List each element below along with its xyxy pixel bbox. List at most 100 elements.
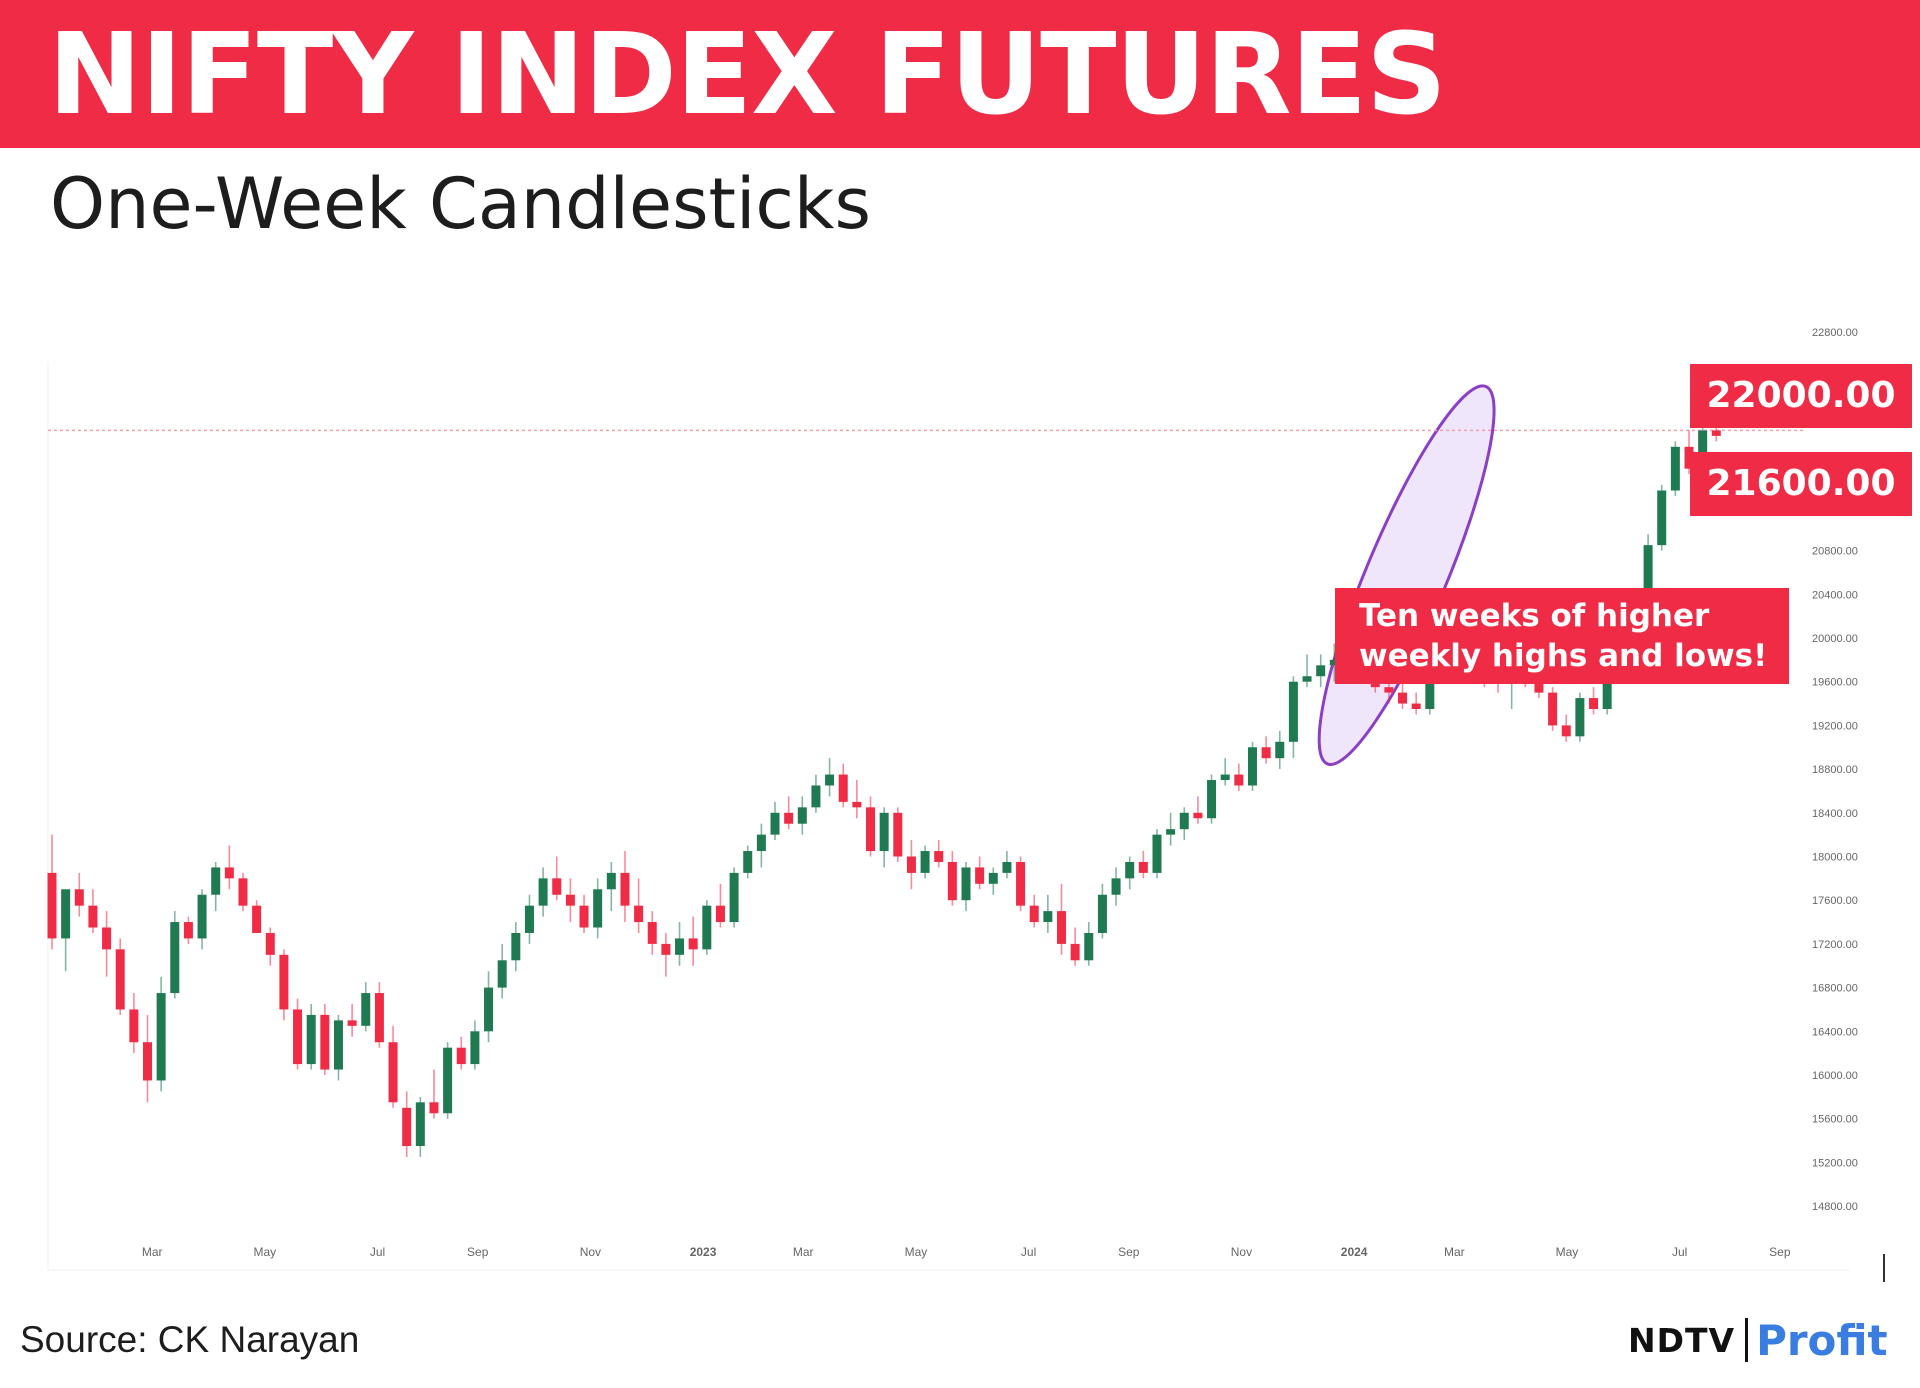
candle-body-bullish (961, 867, 971, 901)
candle-11 (197, 889, 207, 950)
candle-4 (102, 911, 112, 977)
candle-body-bearish (893, 812, 903, 857)
candle-body-bullish (197, 894, 207, 939)
y-tick-label: 14800.00 (1812, 1201, 1858, 1213)
candle-21 (333, 1014, 343, 1081)
candle-body-bearish (1398, 692, 1408, 704)
candle-1 (61, 889, 71, 972)
candle-body-bullish (593, 889, 603, 928)
x-tick-label: Nov (1231, 1245, 1252, 1259)
candle-body-bullish (1575, 698, 1585, 737)
candle-90 (1275, 730, 1285, 770)
candle-77 (1097, 883, 1107, 939)
candle-body-bearish (620, 872, 630, 906)
candle-80 (1138, 851, 1148, 879)
candle-50 (729, 867, 739, 928)
candle-body-bearish (102, 927, 112, 950)
y-tick-label: 16400.00 (1812, 1026, 1858, 1038)
candle-body-bearish (647, 922, 657, 944)
candle-62 (893, 807, 903, 862)
candle-body-bullish (1097, 894, 1107, 933)
candle-body-bullish (606, 872, 616, 890)
candle-59 (852, 780, 862, 819)
candle-81 (1152, 829, 1162, 879)
candle-body-bearish (565, 894, 575, 906)
candle-body-bearish (429, 1102, 439, 1114)
candle-body-bearish (1384, 687, 1394, 693)
candle-body-bearish (784, 812, 794, 824)
x-tick-label: Jul (370, 1245, 385, 1259)
candle-74 (1056, 883, 1066, 955)
x-tick-label: Mar (142, 1245, 163, 1259)
candle-110 (1548, 687, 1558, 731)
x-tick-label: Jul (1672, 1245, 1687, 1259)
candle-13 (224, 845, 234, 890)
candle-body-bearish (1561, 725, 1571, 737)
candle-body-bearish (293, 1009, 303, 1065)
x-tick-label: May (905, 1245, 928, 1259)
logo-divider (1745, 1318, 1749, 1362)
candle-body-bullish (1043, 911, 1053, 923)
candle-body-bearish (388, 1042, 398, 1103)
candle-body-bearish (688, 938, 698, 950)
y-tick-label: 20800.00 (1812, 546, 1858, 558)
candle-45 (661, 932, 671, 977)
x-tick-label: Mar (1444, 1245, 1465, 1259)
candle-body-bearish (634, 905, 644, 923)
candle-body-bullish (920, 851, 930, 873)
candle-7 (142, 1014, 152, 1103)
price-label-22000: 22000.00 (1690, 364, 1912, 428)
candle-51 (743, 845, 753, 879)
candle-body-bearish (265, 932, 275, 955)
candle-body-bullish (170, 922, 180, 994)
candle-16 (265, 927, 275, 966)
candle-body-bullish (1207, 780, 1217, 819)
candle-body-bearish (347, 1020, 357, 1026)
candle-body-bearish (934, 851, 944, 862)
candle-46 (675, 922, 685, 966)
candle-body-bearish (1411, 703, 1421, 710)
candle-body-bullish (1329, 659, 1339, 666)
candle-118 (1657, 485, 1667, 551)
candle-78 (1111, 867, 1121, 906)
candle-68 (975, 856, 985, 890)
candle-63 (906, 840, 916, 890)
candle-87 (1234, 763, 1244, 791)
candle-body-bearish (129, 1009, 139, 1043)
candle-53 (770, 801, 780, 841)
candle-body-bullish (497, 960, 507, 988)
price-label-21600: 21600.00 (1690, 452, 1912, 516)
candle-body-bullish (211, 867, 221, 895)
candle-38 (565, 878, 575, 923)
candle-93 (1316, 654, 1326, 688)
candle-52 (756, 823, 766, 868)
candle-0 (47, 834, 57, 950)
y-tick-label: 19200.00 (1812, 720, 1858, 732)
candle-body-bullish (470, 1031, 480, 1065)
candle-64 (920, 845, 930, 879)
x-tick-label: Sep (1769, 1245, 1791, 1259)
candle-26 (402, 1091, 412, 1157)
candle-body-bearish (838, 774, 848, 802)
candle-body-bearish (252, 905, 262, 933)
candle-body-bullish (825, 774, 835, 786)
annotation-box: Ten weeks of higher weekly highs and low… (1335, 588, 1789, 684)
candle-70 (1002, 851, 1012, 879)
candle-body-bearish (47, 872, 57, 939)
candle-48 (702, 900, 712, 955)
candle-92 (1302, 654, 1312, 688)
candle-body-bullish (333, 1020, 343, 1070)
candle-body-bullish (1084, 932, 1094, 961)
y-tick-label: 16000.00 (1812, 1070, 1858, 1082)
candle-39 (579, 894, 589, 933)
x-tick-label: 2023 (690, 1245, 717, 1259)
candle-28 (429, 1069, 439, 1119)
candle-body-bullish (1425, 676, 1435, 710)
y-tick-label: 18800.00 (1812, 764, 1858, 776)
x-tick-label: May (1556, 1245, 1579, 1259)
candle-body-bearish (1534, 681, 1544, 693)
candle-34 (511, 922, 521, 972)
candle-body-bearish (279, 954, 289, 1010)
candle-body-bullish (1698, 430, 1708, 469)
candle-body-bullish (797, 807, 807, 824)
